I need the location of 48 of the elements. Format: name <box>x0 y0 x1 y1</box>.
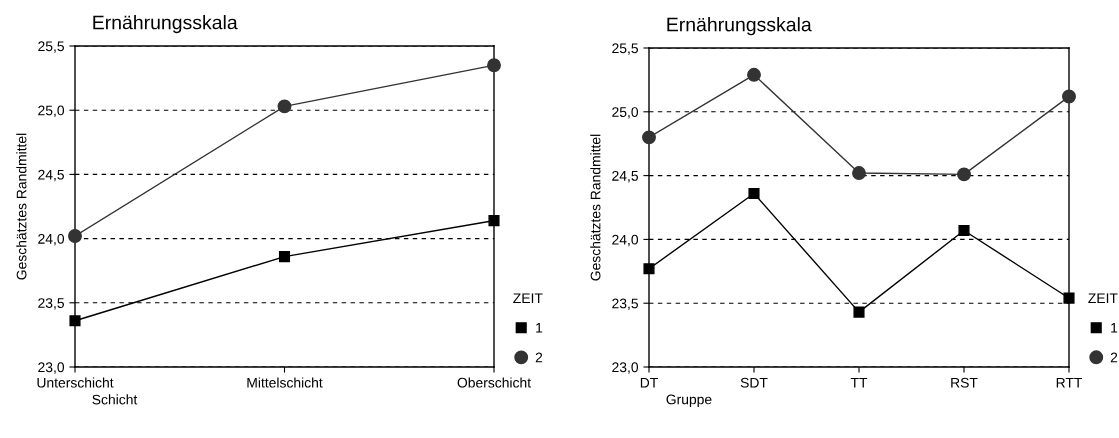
y-tick-label: 23,5 <box>38 298 64 310</box>
point <box>642 130 656 145</box>
point <box>957 167 971 182</box>
point <box>747 67 761 82</box>
x-tick-label: Oberschicht <box>457 377 531 388</box>
y-tick-label: 25,0 <box>38 105 65 118</box>
x-tick-label: Unterschicht <box>37 377 114 388</box>
point <box>852 166 866 180</box>
point <box>278 251 291 263</box>
x-tick-label: Mittelschicht <box>247 377 323 388</box>
point <box>643 263 655 275</box>
y-tick-label: 24,5 <box>38 169 64 182</box>
y-tick-label: 23,5 <box>612 298 638 311</box>
y-tick-label: 24,5 <box>612 170 638 183</box>
y-tick-label: 25,0 <box>612 107 639 119</box>
legend-label: 1 <box>1111 323 1118 333</box>
point <box>1062 89 1076 104</box>
y-tick-label: 23,0 <box>38 362 65 374</box>
x-tick-label: RST <box>951 377 978 388</box>
y-tick-label: 24,0 <box>38 233 65 246</box>
point <box>488 215 500 227</box>
x-tick-label: DT <box>640 377 658 388</box>
legend-label: 1 <box>536 323 543 333</box>
chart-title: Ernährungsskala <box>93 15 238 34</box>
legend-label: 2 <box>1110 352 1118 363</box>
point <box>69 315 81 327</box>
y-tick-label: 25,5 <box>612 43 638 55</box>
legend-title: ZEIT <box>1088 293 1118 303</box>
x-tick-label: TT <box>850 377 868 388</box>
point <box>68 229 82 243</box>
point <box>853 306 865 318</box>
legend-label: 2 <box>535 352 543 363</box>
point <box>958 224 970 237</box>
point <box>748 187 760 200</box>
x-tick-label: RTT <box>1056 377 1083 388</box>
x-tick-label: SDT <box>740 377 768 388</box>
point <box>1063 292 1075 304</box>
y-tick-label: 25,5 <box>38 41 64 53</box>
y-axis-title: Geschätztes Randmittel <box>590 134 601 281</box>
y-tick-label: 24,0 <box>612 234 639 247</box>
point <box>487 58 501 73</box>
x-axis-title: Schicht <box>92 394 138 405</box>
y-tick-label: 23,0 <box>612 362 639 374</box>
point <box>277 99 292 114</box>
legend-title: ZEIT <box>513 293 543 303</box>
x-axis-title: Gruppe <box>666 394 712 408</box>
chart-title: Ernährungsskala <box>667 17 812 36</box>
y-axis-title: Geschätztes Randmittel <box>16 133 27 280</box>
